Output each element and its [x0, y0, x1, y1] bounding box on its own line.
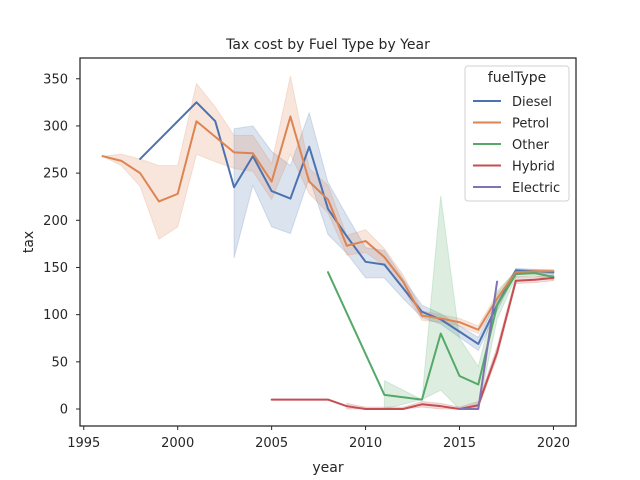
y-tick-label: 50 — [51, 355, 68, 370]
x-tick-label: 2005 — [255, 436, 288, 451]
y-tick-label: 300 — [43, 119, 68, 134]
legend-label-hybrid: Hybrid — [512, 160, 555, 175]
y-axis-ticks: 0 50 100 150 200 250 300 350 — [43, 72, 80, 418]
x-axis-ticks: 1995 2000 2005 2010 2015 2020 — [67, 426, 570, 451]
x-tick-label: 2010 — [349, 436, 382, 451]
chart-title: Tax cost by Fuel Type by Year — [225, 37, 430, 53]
y-tick-label: 0 — [60, 403, 68, 418]
y-tick-label: 150 — [43, 261, 68, 276]
plot-frame — [79, 57, 577, 427]
other-confidence-band — [383, 195, 554, 410]
x-axis-label: year — [312, 460, 343, 476]
legend-box — [464, 65, 570, 202]
y-axis-label: tax — [21, 231, 37, 253]
y-tick-label: 250 — [43, 167, 68, 182]
y-tick-label: 350 — [43, 72, 68, 87]
hybrid-line — [270, 276, 555, 411]
legend-title: fuelType — [488, 70, 546, 86]
diesel-confidence-band — [233, 111, 554, 352]
x-tick-label: 2020 — [537, 436, 570, 451]
legend-label-electric: Electric — [512, 181, 560, 196]
x-tick-label: 1995 — [67, 436, 100, 451]
legend: fuelType Diesel Petrol Other Hybrid Electric — [464, 65, 570, 202]
series-lines — [101, 101, 555, 411]
legend-label-petrol: Petrol — [512, 117, 549, 132]
petrol-line — [101, 115, 555, 331]
y-tick-label: 200 — [43, 214, 68, 229]
legend-label-other: Other — [512, 138, 550, 153]
other-line — [327, 271, 555, 401]
electric-line — [458, 280, 499, 411]
legend-label-diesel: Diesel — [512, 95, 552, 110]
x-tick-label: 2015 — [443, 436, 476, 451]
x-tick-label: 2000 — [161, 436, 194, 451]
y-tick-label: 100 — [43, 308, 68, 323]
legend-items: Diesel Petrol Other Hybrid Electric — [473, 95, 560, 196]
